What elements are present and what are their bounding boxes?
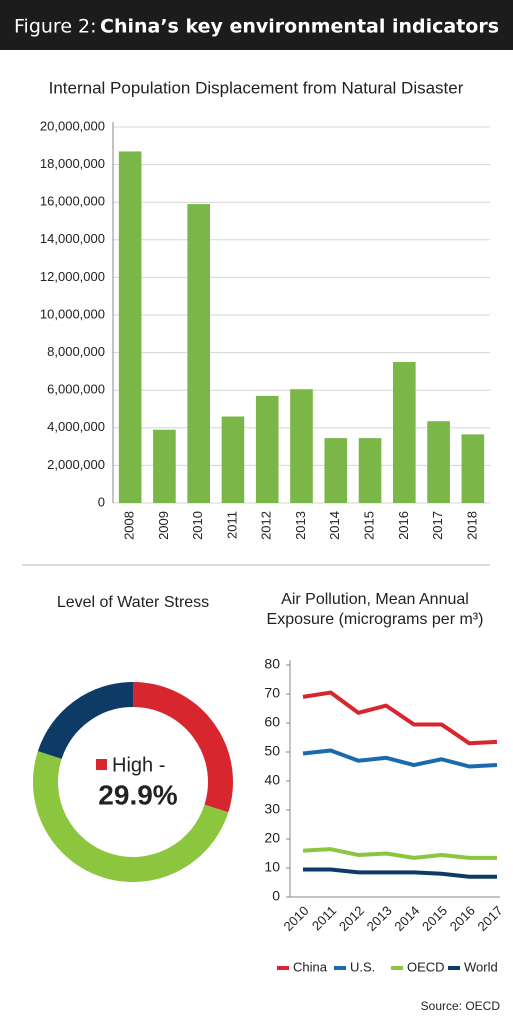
x-tick-label: 2015 xyxy=(361,511,376,540)
bar xyxy=(187,204,210,503)
bar xyxy=(427,421,450,503)
y-tick-label: 40 xyxy=(264,772,280,788)
x-tick-label: 2009 xyxy=(156,511,171,540)
bar xyxy=(118,151,142,503)
y-tick-label: 0 xyxy=(272,888,280,904)
value-label: 29.9% xyxy=(98,779,177,810)
chart-title-box: Air Pollution, Mean Annual Exposure (mic… xyxy=(266,591,484,628)
figure-label: Figure 2: xyxy=(14,16,97,38)
x-tick-label: 2015 xyxy=(419,903,450,934)
y-tick-label: 12,000,000 xyxy=(40,269,105,284)
x-tick-label: 2012 xyxy=(259,511,274,540)
bar xyxy=(324,438,348,503)
x-tick-label: 2014 xyxy=(327,511,342,540)
y-tick-label: 18,000,000 xyxy=(40,156,105,171)
x-tick-label: 2011 xyxy=(309,903,339,933)
x-tick-label: 2013 xyxy=(293,511,308,540)
header-bar xyxy=(0,0,513,50)
bar xyxy=(461,434,485,503)
y-tick-label: 80 xyxy=(264,656,280,672)
bar xyxy=(290,389,313,503)
bar xyxy=(255,395,279,503)
y-tick-label: 16,000,000 xyxy=(40,194,105,209)
legend-swatch xyxy=(96,759,107,770)
chart-title: Internal Population Displacement from Na… xyxy=(49,78,464,97)
y-tick-label: 60 xyxy=(264,714,280,730)
bar xyxy=(393,362,416,503)
y-tick-label: 10,000,000 xyxy=(40,306,105,321)
x-tick-label: 2016 xyxy=(447,903,478,934)
chart-title: Level of Water Stress xyxy=(57,594,209,611)
x-tick-label: 2012 xyxy=(336,903,367,934)
y-tick-label: 10 xyxy=(264,859,280,875)
source: Source: OECD xyxy=(421,999,501,1013)
x-tick-label: 2011 xyxy=(224,511,239,539)
x-tick-label: 2018 xyxy=(464,511,479,540)
series-line xyxy=(302,690,498,746)
y-tick-label: 14,000,000 xyxy=(40,231,105,246)
donut-segment xyxy=(33,751,229,882)
center-label: High - xyxy=(112,754,165,776)
x-tick-label: 2017 xyxy=(430,511,445,540)
y-tick-label: 8,000,000 xyxy=(47,344,105,359)
donut-segment xyxy=(37,682,134,760)
x-tick-label: 2013 xyxy=(364,903,395,934)
figure-title: China’s key environmental indicators xyxy=(100,16,499,38)
y-tick-label: 50 xyxy=(264,743,280,759)
series-line xyxy=(302,847,497,860)
legend-label: China xyxy=(293,959,328,974)
bar xyxy=(153,429,176,503)
y-tick-label: 30 xyxy=(264,801,280,817)
donut-segment xyxy=(132,682,233,813)
legend-label: OECD xyxy=(407,959,445,974)
series-line xyxy=(303,867,497,879)
x-tick-label: 2016 xyxy=(396,511,411,540)
y-tick-label: 6,000,000 xyxy=(47,382,105,397)
y-tick-label: 0 xyxy=(98,494,105,509)
bar xyxy=(358,438,382,503)
x-tick-label: 2017 xyxy=(474,903,505,934)
y-tick-label: 20,000,000 xyxy=(40,118,105,133)
y-tick-label: 70 xyxy=(264,685,280,701)
x-tick-label: 2010 xyxy=(280,903,311,934)
bar xyxy=(221,416,245,503)
x-tick-label: 2014 xyxy=(391,903,422,934)
y-tick-label: 20 xyxy=(264,830,280,846)
x-tick-label: 2010 xyxy=(190,511,205,540)
legend-label: World xyxy=(464,959,498,974)
chart-title: Air Pollution, Mean Annual Exposure (mic… xyxy=(266,591,484,628)
y-tick-label: 4,000,000 xyxy=(47,419,105,434)
x-tick-label: 2008 xyxy=(122,511,137,540)
series-line xyxy=(302,748,498,769)
legend-label: U.S. xyxy=(350,959,375,974)
y-tick-label: 2,000,000 xyxy=(47,457,105,472)
